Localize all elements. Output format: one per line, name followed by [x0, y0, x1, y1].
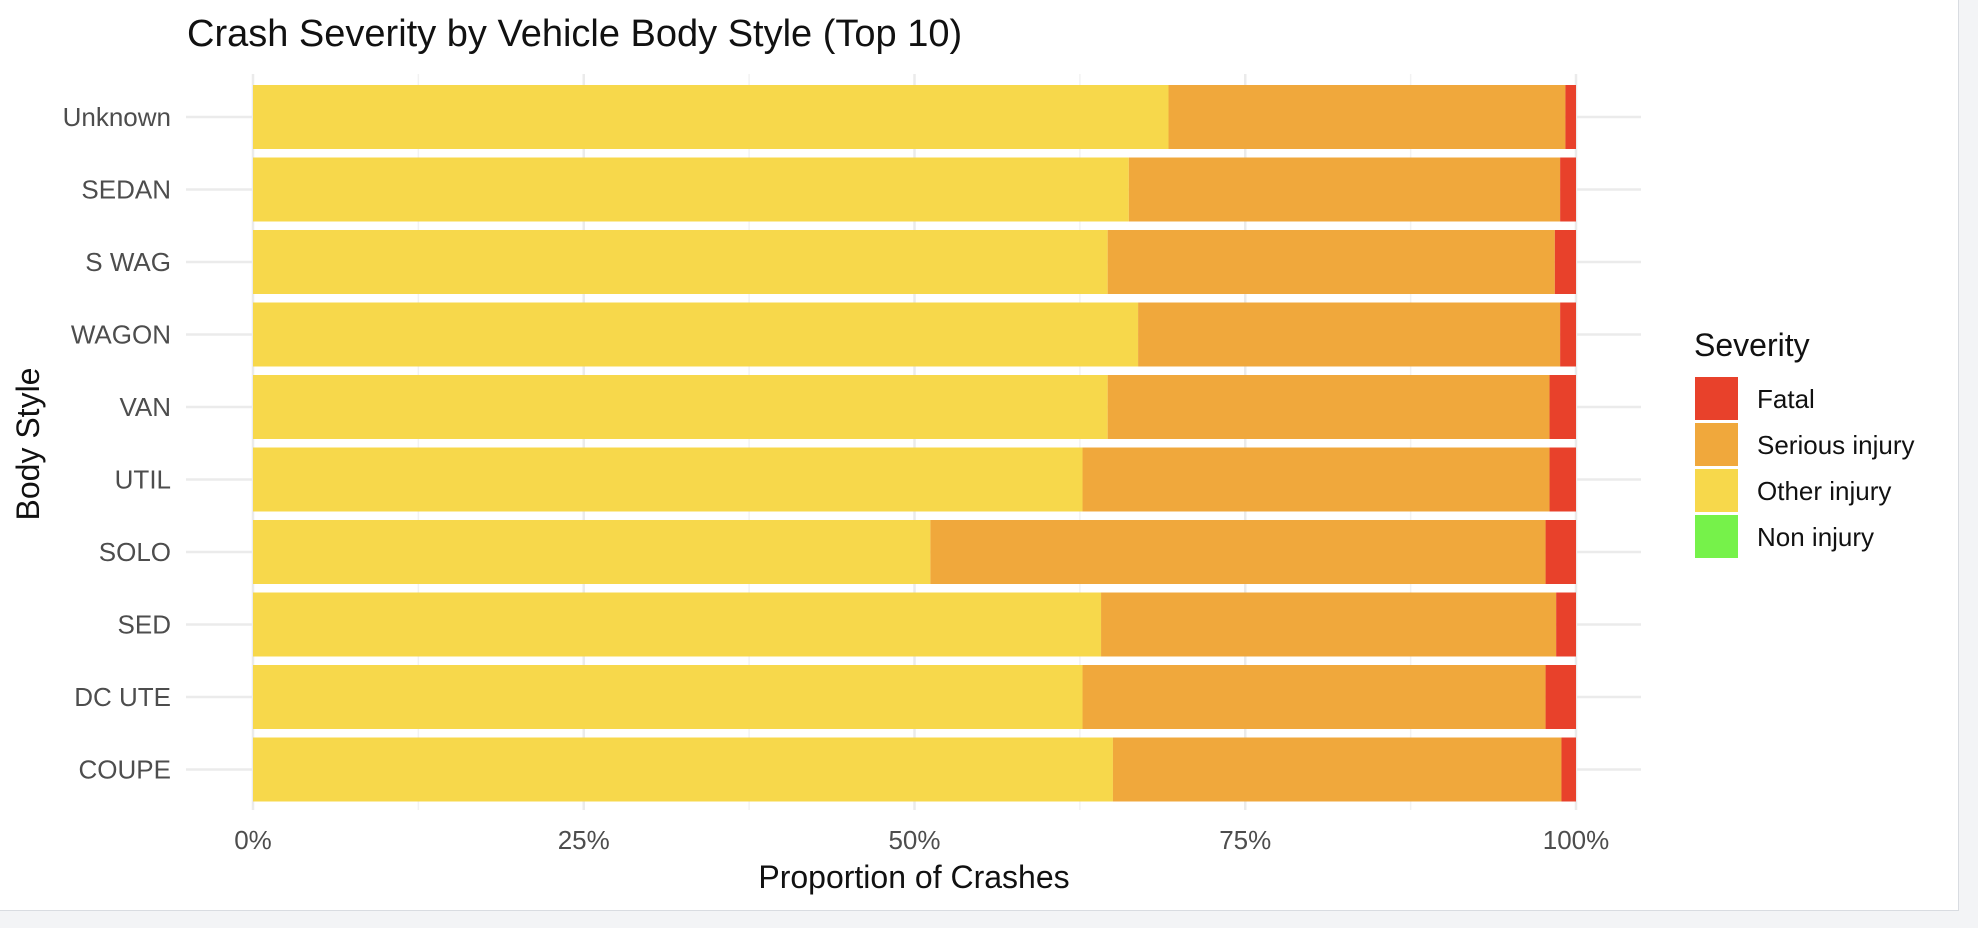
x-tick-labels: 0% 25% 50% 75% 100%	[234, 825, 1609, 855]
bar-segment-other-injury	[253, 737, 1113, 802]
bar-segment-other-injury	[253, 665, 1083, 729]
bar-segment-serious-injury	[930, 520, 1546, 584]
legend-label: Non injury	[1757, 522, 1874, 552]
bar-segment-serious-injury	[1082, 665, 1546, 729]
bar-segment-other-injury	[253, 230, 1108, 294]
y-tick-label: WAGON	[71, 320, 171, 350]
legend-swatch	[1695, 377, 1738, 420]
legend-title: Severity	[1694, 327, 1810, 363]
x-tick-label: 50%	[888, 825, 940, 855]
legend-label: Other injury	[1757, 476, 1891, 506]
bar-segment-other-injury	[253, 157, 1129, 222]
bar-segment-fatal	[1549, 375, 1576, 439]
x-tick-label: 25%	[558, 825, 610, 855]
bar-segment-other-injury	[253, 447, 1083, 512]
bar-segment-serious-injury	[1112, 737, 1562, 802]
bar-segment-other-injury	[253, 302, 1139, 367]
legend: Fatal Serious injury Other injury Non injur…	[1695, 377, 1915, 558]
legend-swatch	[1695, 423, 1738, 466]
bar-segment-fatal	[1545, 520, 1576, 584]
bar-segment-serious-injury	[1101, 592, 1557, 657]
chart-title: Crash Severity by Vehicle Body Style (To…	[187, 13, 962, 55]
bar-segment-serious-injury	[1107, 375, 1550, 439]
bar-segment-other-injury	[253, 375, 1108, 439]
bar-segment-fatal	[1561, 737, 1576, 802]
y-tick-label: SOLO	[99, 537, 171, 567]
bar-segment-serious-injury	[1107, 230, 1555, 294]
bar-segment-other-injury	[253, 520, 931, 584]
legend-swatch	[1695, 515, 1738, 558]
y-tick-label: Unknown	[63, 102, 171, 132]
bar-segment-fatal	[1560, 302, 1576, 367]
bar-segment-other-injury	[253, 85, 1169, 149]
bar-segment-fatal	[1549, 447, 1576, 512]
x-tick-label: 100%	[1543, 825, 1610, 855]
y-axis-title: Body Style	[10, 368, 46, 521]
legend-label: Serious injury	[1757, 430, 1915, 460]
bar-segment-other-injury	[253, 592, 1102, 657]
y-tick-label: SEDAN	[81, 175, 171, 205]
x-axis-title: Proportion of Crashes	[758, 859, 1069, 895]
bar-segment-fatal	[1545, 665, 1576, 729]
x-tick-label: 75%	[1219, 825, 1271, 855]
bar-segment-serious-injury	[1082, 447, 1550, 512]
bars	[253, 85, 1576, 802]
y-tick-label: DC UTE	[74, 682, 171, 712]
bar-segment-serious-injury	[1128, 157, 1561, 222]
y-tick-label: UTIL	[115, 465, 171, 495]
y-tick-labels: Unknown SEDAN S WAG WAGON VAN UTIL SOLO SED DC U…	[63, 102, 171, 785]
bar-segment-serious-injury	[1138, 302, 1561, 367]
bar-segment-fatal	[1565, 85, 1576, 149]
bar-segment-serious-injury	[1168, 85, 1566, 149]
legend-swatch	[1695, 469, 1738, 512]
x-tick-label: 0%	[234, 825, 272, 855]
y-tick-label: VAN	[119, 392, 171, 422]
y-tick-label: S WAG	[85, 247, 171, 277]
bar-segment-fatal	[1556, 592, 1576, 657]
bar-segment-fatal	[1554, 230, 1576, 294]
y-tick-label: SED	[118, 610, 171, 640]
legend-label: Fatal	[1757, 384, 1815, 414]
y-tick-label: COUPE	[79, 755, 171, 785]
bar-segment-fatal	[1560, 157, 1576, 222]
